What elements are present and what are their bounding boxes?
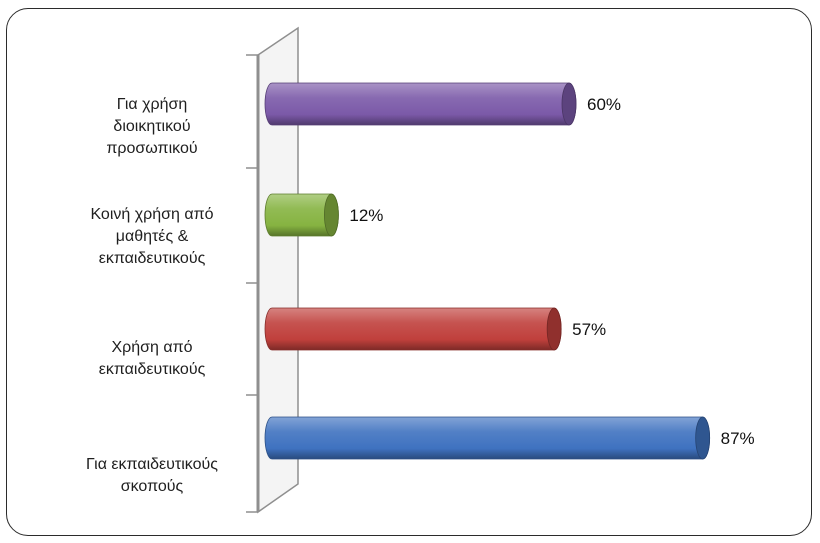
data-label: 87% (721, 429, 755, 448)
category-label: Χρήση από εκπαιδευτικούς (99, 339, 206, 378)
category-label: Για χρήση διοικητικού προσωπικού (106, 96, 197, 157)
category-labels: Για χρήση διοικητικού προσωπικού Κοινή χρήσ… (86, 96, 218, 495)
bar-end-cap (546, 307, 562, 351)
bar (264, 416, 711, 460)
value-labels: 60% 12% 57% 87% (349, 95, 754, 448)
bar (264, 307, 562, 351)
bar (264, 82, 577, 126)
bar-end-cap (695, 416, 711, 460)
data-label: 57% (572, 320, 606, 339)
bar-end-cap (323, 193, 339, 237)
axis-wall (256, 26, 299, 514)
bars (264, 82, 711, 460)
axis-ticks (246, 54, 258, 513)
bar-end-cap (561, 82, 577, 126)
category-label: Για εκπαιδευτικούς σκοπούς (86, 456, 218, 495)
data-label: 12% (349, 206, 383, 225)
data-label: 60% (587, 95, 621, 114)
category-label: Κοινή χρήση από μαθητές & εκπαιδευτικούς (90, 206, 213, 267)
